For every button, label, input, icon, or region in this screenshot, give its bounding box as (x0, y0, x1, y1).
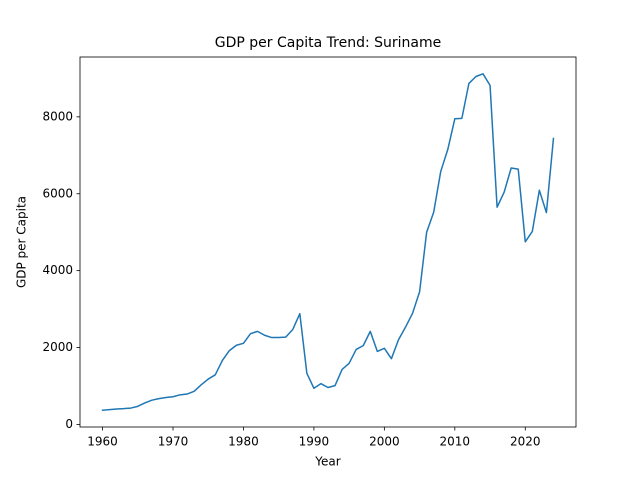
y-tick-label: 0 (65, 417, 73, 431)
y-tick-label: 8000 (42, 109, 73, 123)
x-tick-label: 1980 (228, 435, 259, 449)
x-tick-label: 1970 (158, 435, 189, 449)
y-tick-label: 6000 (42, 186, 73, 200)
x-tick-label: 1990 (299, 435, 330, 449)
x-tick-label: 1960 (87, 435, 118, 449)
x-axis-label: Year (314, 455, 340, 469)
chart-title: GDP per Capita Trend: Suriname (215, 35, 441, 51)
x-tick-label: 2010 (440, 435, 471, 449)
x-tick-label: 2020 (510, 435, 541, 449)
y-tick-label: 4000 (42, 263, 73, 277)
y-axis-label: GDP per Capita (15, 196, 29, 288)
x-tick-label: 2000 (369, 435, 400, 449)
y-tick-label: 2000 (42, 340, 73, 354)
data-line (101, 73, 555, 412)
plot-frame (79, 56, 577, 428)
